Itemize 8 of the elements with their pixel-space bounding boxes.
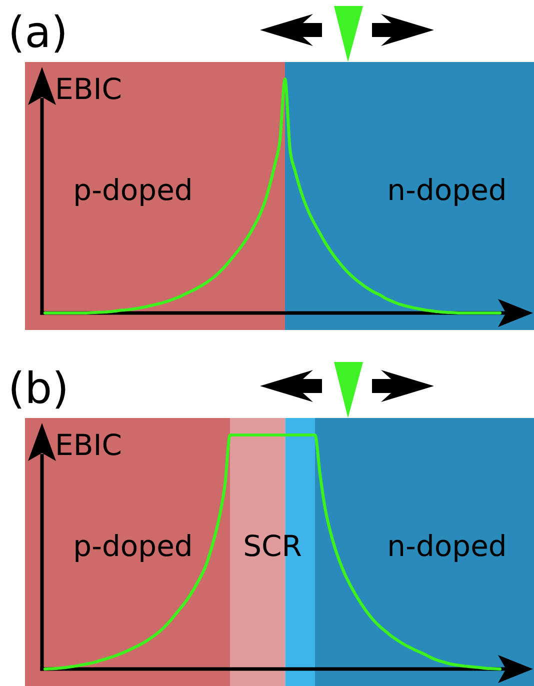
annotation: n-doped (387, 173, 507, 207)
y-axis-title: EBIC (55, 428, 122, 462)
chart-title: (b) (8, 364, 69, 414)
annotation: p-doped (73, 529, 193, 563)
y-axis-title: EBIC (55, 72, 122, 106)
annotation: p-doped (73, 173, 193, 207)
annotation: n-doped (387, 529, 507, 563)
chart-title: (a) (8, 8, 68, 58)
